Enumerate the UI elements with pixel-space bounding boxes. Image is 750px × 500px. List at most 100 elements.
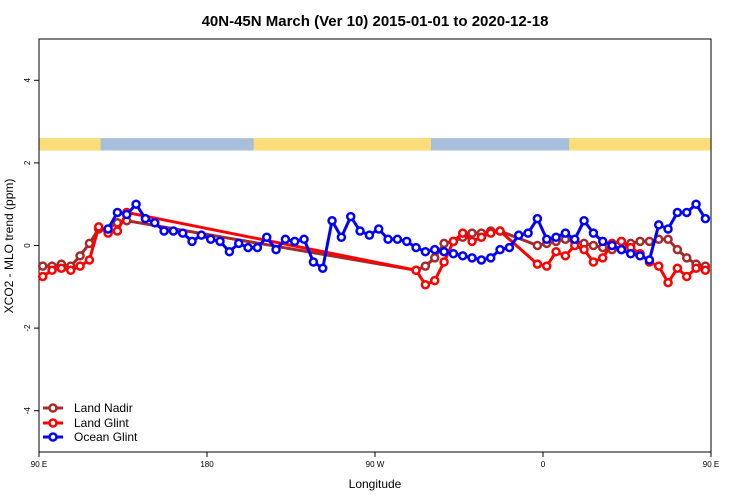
series-land-glint bbox=[37, 207, 711, 290]
point-ocean-glint-54 bbox=[607, 240, 617, 251]
point-ocean-glint-29 bbox=[373, 224, 384, 234]
point-land-glint-37 bbox=[691, 263, 701, 273]
x-tick-label-0: 90 E bbox=[31, 460, 47, 469]
point-land-glint-15 bbox=[457, 228, 468, 238]
point-ocean-glint-60 bbox=[663, 224, 673, 234]
point-ocean-glint-4 bbox=[140, 213, 151, 224]
point-land-glint-11 bbox=[420, 279, 431, 290]
legend-label-ocean-glint: Ocean Glint bbox=[74, 430, 138, 444]
point-ocean-glint-63 bbox=[691, 199, 701, 209]
point-ocean-glint-35 bbox=[429, 244, 440, 255]
point-land-glint-36 bbox=[681, 271, 692, 282]
point-land-nadir-16 bbox=[467, 228, 477, 238]
point-ocean-glint-10 bbox=[196, 230, 207, 240]
point-land-glint-13 bbox=[439, 257, 449, 267]
y-tick-label-1: -2 bbox=[23, 324, 32, 332]
y-tick-label-0: -4 bbox=[23, 407, 32, 415]
point-land-nadir-20 bbox=[532, 240, 543, 251]
point-land-nadir-11 bbox=[420, 261, 431, 271]
point-land-glint-3 bbox=[65, 265, 76, 276]
point-ocean-glint-21 bbox=[299, 234, 309, 245]
point-ocean-glint-46 bbox=[532, 213, 543, 224]
point-ocean-glint-14 bbox=[233, 238, 244, 249]
point-ocean-glint-13 bbox=[224, 246, 235, 257]
point-land-nadir-26 bbox=[588, 240, 599, 251]
legend-marker-ocean-glint bbox=[48, 432, 58, 442]
point-land-glint-22 bbox=[551, 246, 561, 257]
point-ocean-glint-8 bbox=[177, 228, 188, 238]
point-ocean-glint-1 bbox=[112, 207, 123, 218]
point-ocean-glint-37 bbox=[448, 249, 459, 259]
point-land-glint-38 bbox=[700, 265, 711, 276]
point-land-glint-35 bbox=[672, 263, 683, 273]
point-ocean-glint-41 bbox=[485, 253, 496, 263]
y-axis: -4 -2 0 2 4 bbox=[23, 78, 39, 415]
point-ocean-glint-43 bbox=[504, 242, 515, 253]
surface-strip-land-0 bbox=[39, 138, 101, 151]
point-ocean-glint-44 bbox=[513, 230, 524, 240]
point-land-glint-8 bbox=[112, 226, 123, 236]
point-land-glint-17 bbox=[476, 232, 487, 242]
point-ocean-glint-27 bbox=[355, 226, 365, 236]
point-ocean-glint-64 bbox=[700, 213, 711, 224]
point-ocean-glint-22 bbox=[308, 257, 319, 267]
legend-label-land-glint: Land Glint bbox=[74, 416, 129, 430]
point-ocean-glint-61 bbox=[672, 207, 683, 218]
point-ocean-glint-49 bbox=[560, 228, 571, 238]
point-land-glint-1 bbox=[47, 265, 57, 276]
point-ocean-glint-2 bbox=[121, 209, 132, 220]
point-land-glint-18 bbox=[485, 228, 496, 238]
point-land-glint-26 bbox=[588, 257, 599, 267]
x-axis: 90 E 180 90 W 0 90 E bbox=[31, 452, 719, 469]
y-tick-label-4: 4 bbox=[23, 78, 32, 83]
point-land-glint-23 bbox=[560, 251, 571, 261]
x-tick-label-1: 180 bbox=[200, 460, 214, 469]
point-land-glint-12 bbox=[429, 275, 440, 286]
point-land-nadir-32 bbox=[644, 236, 655, 247]
point-ocean-glint-50 bbox=[569, 234, 580, 245]
point-land-nadir-35 bbox=[672, 244, 683, 255]
point-land-glint-27 bbox=[597, 253, 608, 263]
point-ocean-glint-36 bbox=[439, 246, 449, 257]
point-land-glint-33 bbox=[653, 261, 664, 271]
point-land-glint-16 bbox=[467, 236, 477, 247]
point-ocean-glint-52 bbox=[588, 228, 599, 238]
point-ocean-glint-23 bbox=[317, 263, 328, 273]
point-ocean-glint-53 bbox=[597, 236, 608, 247]
point-ocean-glint-47 bbox=[541, 234, 552, 245]
series-ocean-glint bbox=[103, 199, 711, 273]
point-ocean-glint-3 bbox=[131, 199, 141, 209]
point-land-nadir-0 bbox=[37, 261, 48, 271]
point-ocean-glint-32 bbox=[401, 236, 412, 247]
surface-strip bbox=[39, 138, 711, 151]
y-tick-label-2: 0 bbox=[23, 243, 32, 248]
series-layer bbox=[37, 199, 711, 290]
point-ocean-glint-19 bbox=[280, 234, 291, 245]
point-ocean-glint-56 bbox=[625, 249, 636, 259]
point-ocean-glint-16 bbox=[252, 242, 263, 253]
point-ocean-glint-55 bbox=[616, 244, 627, 255]
point-land-glint-4 bbox=[75, 261, 85, 271]
point-ocean-glint-62 bbox=[681, 207, 692, 218]
point-ocean-glint-26 bbox=[345, 211, 356, 222]
point-ocean-glint-9 bbox=[187, 236, 197, 247]
point-land-glint-14 bbox=[448, 236, 459, 247]
point-ocean-glint-18 bbox=[271, 244, 281, 255]
point-ocean-glint-42 bbox=[495, 244, 505, 255]
legend-label-land-nadir: Land Nadir bbox=[74, 401, 133, 415]
point-ocean-glint-6 bbox=[159, 226, 169, 236]
point-ocean-glint-34 bbox=[420, 246, 431, 257]
point-ocean-glint-39 bbox=[467, 253, 477, 263]
point-land-glint-25 bbox=[579, 244, 589, 255]
point-ocean-glint-15 bbox=[243, 242, 253, 253]
point-ocean-glint-7 bbox=[168, 226, 179, 236]
point-ocean-glint-51 bbox=[579, 215, 589, 226]
point-land-glint-2 bbox=[56, 263, 67, 273]
point-land-nadir-36 bbox=[681, 253, 692, 263]
point-land-nadir-13 bbox=[439, 238, 449, 249]
point-ocean-glint-25 bbox=[336, 232, 347, 242]
point-land-glint-5 bbox=[84, 255, 95, 265]
point-land-glint-34 bbox=[663, 277, 673, 288]
legend: Land Nadir Land Glint Ocean Glint bbox=[43, 401, 138, 444]
